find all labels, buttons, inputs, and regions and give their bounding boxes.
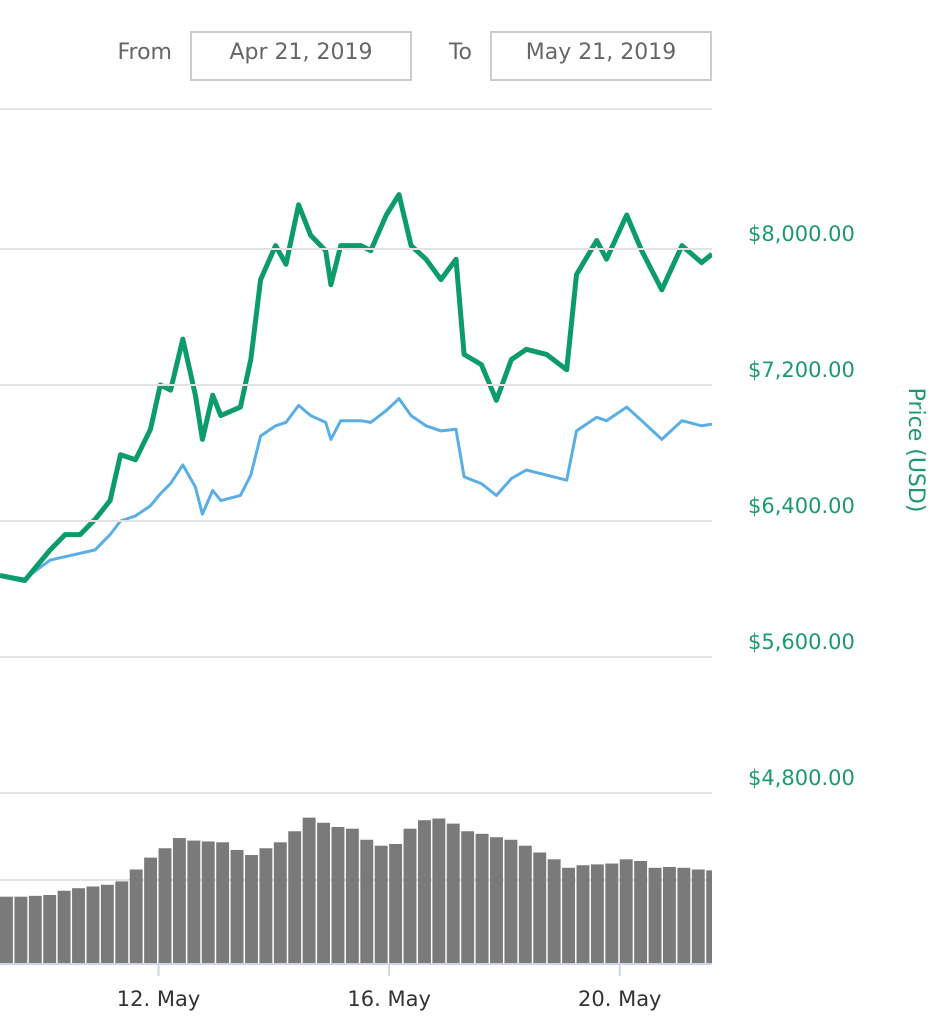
volume-bar [461,831,475,963]
volume-bar [677,867,691,963]
volume-bar [562,867,576,963]
volume-bar [590,864,604,963]
plot-area [0,192,712,963]
to-label: To [448,40,472,65]
volume-bar [14,896,28,963]
volume-bar [115,881,129,963]
y-axis-title: Price (USD) [903,388,928,513]
volume-bar [634,861,648,963]
volume-bar [389,844,403,963]
range-selector: From Apr 21, 2019 To May 21, 2019 [117,31,712,81]
volume-bar [230,849,244,963]
volume-bar [245,855,258,963]
to-input[interactable] [490,31,712,81]
to-value[interactable]: May 21, 2019 [526,40,676,65]
volume-bar [432,818,446,963]
volume-bar [691,869,705,963]
volume-bar [28,895,42,963]
volume-bar [605,863,619,963]
volume-bar [576,865,590,963]
from-value[interactable]: Apr 21, 2019 [229,40,372,65]
y-tick-label: $6,400.00 [748,494,855,518]
volume-bar [446,823,460,963]
volume-bar [0,896,13,963]
volume-bar [216,842,230,963]
volume-bar [187,840,201,963]
volume-bar [374,845,388,963]
volume-bar [72,888,85,963]
volume-bar [619,859,633,963]
volume-bar [302,817,316,963]
volume-bar [273,842,287,963]
volume-bar [129,869,143,963]
volume-bar [259,848,273,963]
volume-bar [86,886,100,963]
volume-bar [43,895,57,963]
volume-bar [360,839,374,963]
y-tick-label: $5,600.00 [748,630,855,654]
volume-bar [706,870,712,963]
volume-bar [158,848,172,963]
volume-bar [331,827,345,963]
volume-bar [201,841,215,963]
volume-bar [417,820,431,963]
volume-bar [57,890,71,963]
y-tick-label: $4,800.00 [748,766,855,790]
from-input[interactable] [190,31,412,81]
volume-bar [144,857,158,963]
x-tick-label: 16. May [347,987,431,1011]
price-line [0,397,712,581]
x-tick-label: 20. May [578,987,662,1011]
volume-bar [403,828,417,963]
volume-bar [317,822,330,963]
y-tick-label: $7,200.00 [748,358,855,382]
y-tick-label: $8,000.00 [748,222,855,246]
volume-bar [475,833,489,963]
volume-bar [662,866,676,963]
volume-bar [490,837,503,963]
x-tick-label: 12. May [117,987,201,1011]
volume-bar [648,867,662,963]
volume-bar [533,852,547,963]
from-label: From [117,40,172,65]
volume-bar [288,831,302,963]
volume-bar [100,884,114,963]
volume-bar [504,839,518,963]
price-line [0,192,712,583]
volume-bar [547,859,561,963]
volume-bar [345,828,359,963]
volume-bar [518,845,532,963]
volume-bar [172,838,186,963]
